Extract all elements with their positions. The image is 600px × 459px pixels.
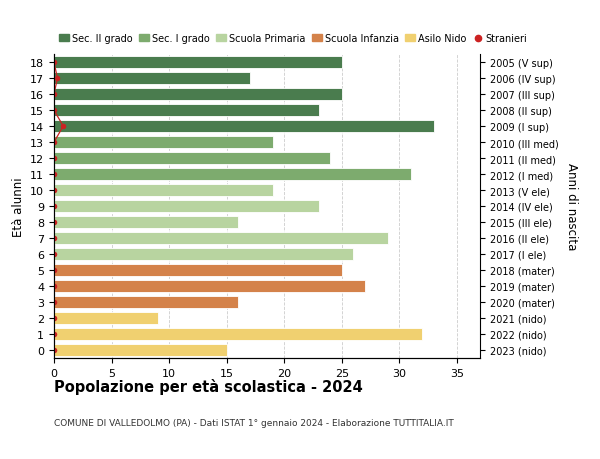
Bar <box>54 232 388 244</box>
Bar <box>54 328 422 340</box>
Bar <box>54 89 342 101</box>
Bar <box>54 121 434 133</box>
Y-axis label: Età alunni: Età alunni <box>11 177 25 236</box>
Text: Popolazione per età scolastica - 2024: Popolazione per età scolastica - 2024 <box>54 379 363 395</box>
Text: COMUNE DI VALLEDOLMO (PA) - Dati ISTAT 1° gennaio 2024 - Elaborazione TUTTITALIA: COMUNE DI VALLEDOLMO (PA) - Dati ISTAT 1… <box>54 418 454 427</box>
Legend: Sec. II grado, Sec. I grado, Scuola Primaria, Scuola Infanzia, Asilo Nido, Stran: Sec. II grado, Sec. I grado, Scuola Prim… <box>59 34 527 44</box>
Bar <box>54 280 365 292</box>
Bar <box>54 73 250 85</box>
Bar <box>54 217 238 229</box>
Bar <box>54 312 158 324</box>
Bar <box>54 248 353 260</box>
Bar <box>54 57 342 69</box>
Bar <box>54 153 331 165</box>
Y-axis label: Anni di nascita: Anni di nascita <box>565 163 578 250</box>
Bar <box>54 169 411 181</box>
Bar <box>54 185 273 196</box>
Bar <box>54 264 342 276</box>
Bar <box>54 201 319 213</box>
Bar <box>54 137 273 149</box>
Bar <box>54 105 319 117</box>
Bar <box>54 296 238 308</box>
Bar <box>54 344 227 356</box>
